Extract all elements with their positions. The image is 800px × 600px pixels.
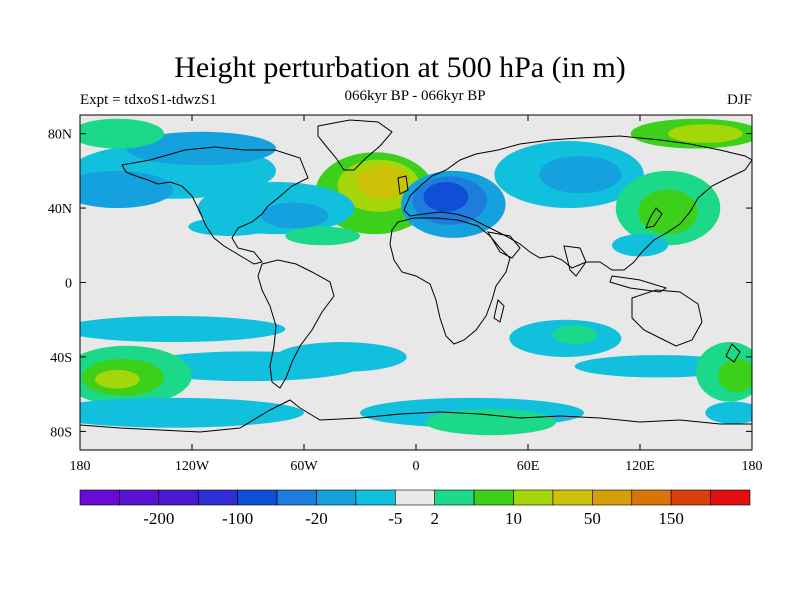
field-region [285, 226, 360, 246]
colorbar-box [552, 489, 593, 506]
season-label: DJF [726, 92, 752, 108]
japan-coast [645, 207, 663, 229]
greenland-coast [317, 119, 393, 171]
period-label: 066kyr BP - 066kyr BP [344, 88, 486, 104]
field-region [612, 234, 668, 257]
colorbar-box [79, 489, 120, 506]
eurasia-coast [403, 135, 752, 271]
colorbar-label: 2 [430, 509, 439, 528]
field-region [638, 189, 698, 235]
lat-tick-label: 80S [50, 425, 72, 440]
lon-tick-label: 180 [742, 459, 763, 474]
colorbar-label: 10 [505, 509, 522, 528]
field-region [261, 202, 329, 229]
lat-tick-label: 80N [48, 128, 72, 143]
field-region [94, 369, 140, 389]
field-region [276, 342, 407, 372]
colorbar-box [394, 489, 436, 506]
colorbar-label: -100 [222, 509, 253, 528]
field-region [425, 409, 556, 436]
madagascar-coast [493, 299, 505, 323]
colorbar-box [434, 489, 475, 506]
colorbar-box [513, 489, 554, 506]
india-coast [563, 245, 587, 277]
page-title: Height perturbation at 500 hPa (in m) [174, 51, 626, 84]
colorbar-box [473, 489, 514, 506]
colorbar-box [197, 489, 238, 506]
lat-tick-label: 40S [50, 351, 72, 366]
lon-tick-label: 60W [290, 459, 318, 474]
indonesia-coast [609, 275, 668, 293]
antarctica-coast [80, 399, 752, 433]
colorbar-label: 50 [584, 509, 601, 528]
field-region [668, 124, 743, 143]
field-region [718, 358, 752, 393]
lat-tick-label: 0 [65, 277, 72, 292]
colorbar-label: -20 [305, 509, 328, 528]
colorbar-box [355, 489, 396, 506]
colorbar-label: -200 [143, 509, 174, 528]
field-region [356, 165, 409, 199]
field-region [705, 401, 752, 424]
colorbar-box [237, 489, 278, 506]
colorbar-box [316, 489, 357, 506]
lon-tick-label: 120W [175, 459, 210, 474]
experiment-label: Expt = tdxoS1-tdwzS1 [80, 92, 217, 108]
lon-tick-label: 60E [517, 459, 540, 474]
colorbar-box [670, 489, 711, 506]
field-region [539, 155, 622, 194]
colorbar-box [276, 489, 317, 506]
colorbar: -200 -100 -20 -5 2 10 50 150 [79, 489, 751, 528]
north-america-coast [121, 146, 309, 265]
colorbar-box [631, 489, 672, 506]
field-region [423, 182, 469, 212]
south-america-coast [257, 259, 335, 389]
coastlines [80, 119, 752, 433]
british-isles-coast [397, 175, 409, 195]
colorbar-box [710, 489, 751, 506]
field-region [80, 170, 174, 209]
colorbar-label: 150 [658, 509, 684, 528]
australia-coast [631, 289, 703, 347]
field-region [188, 217, 271, 236]
field-region [80, 316, 286, 343]
lon-tick-label: 180 [70, 459, 91, 474]
africa-coast [389, 217, 511, 345]
colorbar-label: -5 [388, 509, 402, 528]
lon-tick-label: 120E [625, 459, 655, 474]
colorbar-box [119, 489, 160, 506]
new-zealand-coast [725, 343, 741, 363]
axis-ticks: 80N 40N 0 40S 80S 180 120W 60W 0 60E 120E 180 [48, 115, 763, 474]
lon-tick-label: 0 [413, 459, 420, 474]
field-region [80, 397, 304, 428]
field-region [80, 118, 164, 149]
field-region [552, 325, 598, 344]
colorbar-box [592, 489, 633, 506]
perturbation-field [80, 115, 752, 450]
arabia-coast [487, 231, 521, 259]
lat-tick-label: 40N [48, 202, 72, 217]
colorbar-box [158, 489, 199, 506]
